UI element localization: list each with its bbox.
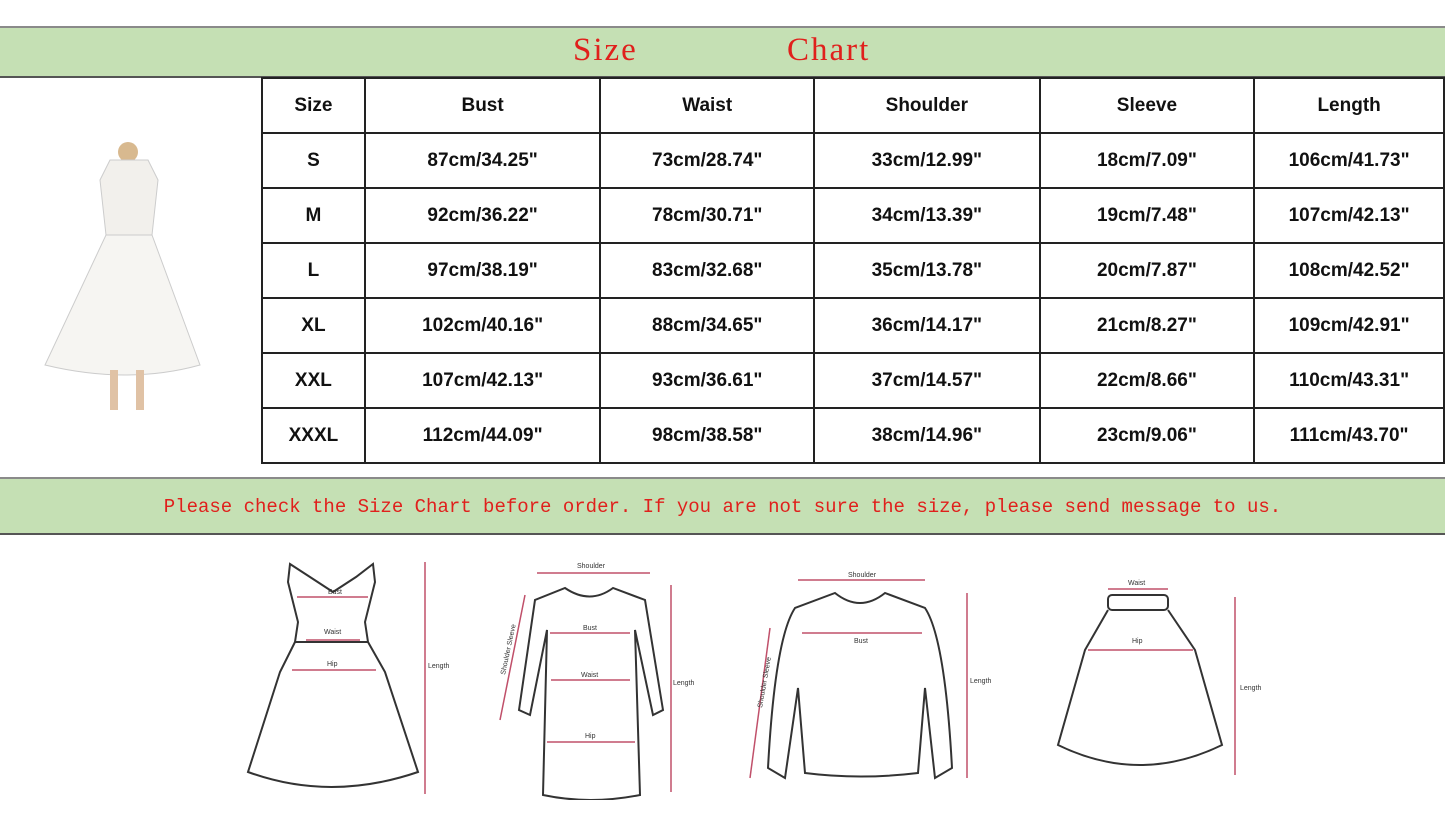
cell-shoulder: 37cm/14.57" (813, 352, 1041, 409)
cell-waist: 78cm/30.71" (599, 187, 816, 244)
table-row: XXL 107cm/42.13" 93cm/36.61" 37cm/14.57" 22c… (261, 352, 1445, 409)
cell-length: 109cm/42.91" (1253, 297, 1445, 354)
header-sleeve: Sleeve (1038, 77, 1256, 134)
cell-size: M (261, 187, 366, 244)
table-row: L 97cm/38.19" 83cm/32.68" 35cm/13.78" 20cm/7… (261, 242, 1445, 299)
cell-bust: 97cm/38.19" (363, 242, 602, 299)
cell-sleeve: 18cm/7.09" (1038, 132, 1256, 189)
cell-size: S (261, 132, 366, 189)
cell-bust: 102cm/40.16" (363, 297, 602, 354)
cell-shoulder: 33cm/12.99" (813, 132, 1041, 189)
header-bust: Bust (363, 77, 602, 134)
header-length: Length (1253, 77, 1445, 134)
cell-shoulder: 35cm/13.78" (813, 242, 1041, 299)
sweater-bust-label: Bust (854, 638, 868, 645)
bodycon-length-label: Length (673, 680, 695, 687)
cell-bust: 107cm/42.13" (363, 352, 602, 409)
title-chart: Chart (787, 32, 871, 68)
cell-waist: 88cm/34.65" (599, 297, 816, 354)
table-row: M 92cm/36.22" 78cm/30.71" 34cm/13.39" 19cm/7… (261, 187, 1445, 244)
table-header-row: Size Bust Waist Shoulder Sleeve Length (261, 77, 1445, 134)
sweater-shoulder-label: Shoulder (848, 572, 877, 579)
cell-length: 110cm/43.31" (1253, 352, 1445, 409)
cell-sleeve: 23cm/9.06" (1038, 407, 1256, 464)
cell-length: 108cm/42.52" (1253, 242, 1445, 299)
cell-size: XXL (261, 352, 366, 409)
header-waist: Waist (599, 77, 816, 134)
cell-size: XXXL (261, 407, 366, 464)
cell-sleeve: 21cm/8.27" (1038, 297, 1256, 354)
cell-waist: 93cm/36.61" (599, 352, 816, 409)
cell-length: 111cm/43.70" (1253, 407, 1445, 464)
cell-size: XL (261, 297, 366, 354)
dress-bust-label: Bust (328, 589, 342, 596)
bodycon-waist-label: Waist (581, 672, 598, 679)
sweater-length-label: Length (970, 678, 992, 685)
cell-size: L (261, 242, 366, 299)
bodycon-shoulder-label: Shoulder (577, 563, 606, 570)
cell-waist: 73cm/28.74" (599, 132, 816, 189)
notice-band: Please check the Size Chart before order… (0, 477, 1445, 535)
title-size: Size (573, 32, 638, 68)
cell-waist: 98cm/38.58" (599, 407, 816, 464)
header-shoulder: Shoulder (813, 77, 1041, 134)
cell-shoulder: 34cm/13.39" (813, 187, 1041, 244)
table-row: XL 102cm/40.16" 88cm/34.65" 36cm/14.17" 21cm… (261, 297, 1445, 354)
title-band: Size Chart (0, 26, 1445, 78)
bodycon-bust-label: Bust (583, 625, 597, 632)
dress-diagram: Bust Waist Hip Length (246, 562, 450, 794)
dress-hip-label: Hip (327, 661, 338, 668)
cell-shoulder: 36cm/14.17" (813, 297, 1041, 354)
cell-shoulder: 38cm/14.96" (813, 407, 1041, 464)
skirt-hip-label: Hip (1132, 638, 1143, 645)
skirt-diagram: Waist Hip Length (1056, 580, 1262, 775)
cell-sleeve: 19cm/7.48" (1038, 187, 1256, 244)
bodycon-sleeve-label: Shoulder Sleeve (500, 624, 518, 676)
dress-waist-label: Waist (324, 629, 341, 636)
size-table: Size Bust Waist Shoulder Sleeve Length S… (261, 77, 1445, 464)
cell-waist: 83cm/32.68" (599, 242, 816, 299)
notice-text: Please check the Size Chart before order… (163, 496, 1282, 518)
table-row: XXXL 112cm/44.09" 98cm/38.58" 38cm/14.96" 23… (261, 407, 1445, 464)
cell-bust: 92cm/36.22" (363, 187, 602, 244)
cell-bust: 112cm/44.09" (363, 407, 602, 464)
bodycon-hip-label: Hip (585, 733, 596, 740)
skirt-waist-label: Waist (1128, 580, 1145, 587)
cell-sleeve: 22cm/8.66" (1038, 352, 1256, 409)
dress-length-label: Length (428, 663, 450, 670)
sweater-sleeve-label: Shoulder Sleeve (757, 656, 773, 708)
cell-length: 106cm/41.73" (1253, 132, 1445, 189)
header-size: Size (261, 77, 366, 134)
sweater-diagram: Shoulder Bust Shoulder Sleeve Length (749, 572, 992, 780)
cell-bust: 87cm/34.25" (363, 132, 602, 189)
bodycon-diagram: Shoulder Shoulder Sleeve Bust Waist Hip … (499, 563, 695, 800)
skirt-length-label: Length (1240, 685, 1262, 692)
cell-sleeve: 20cm/7.87" (1038, 242, 1256, 299)
table-row: S 87cm/34.25" 73cm/28.74" 33cm/12.99" 18cm/7… (261, 132, 1445, 189)
cell-length: 107cm/42.13" (1253, 187, 1445, 244)
product-photo (44, 142, 201, 410)
